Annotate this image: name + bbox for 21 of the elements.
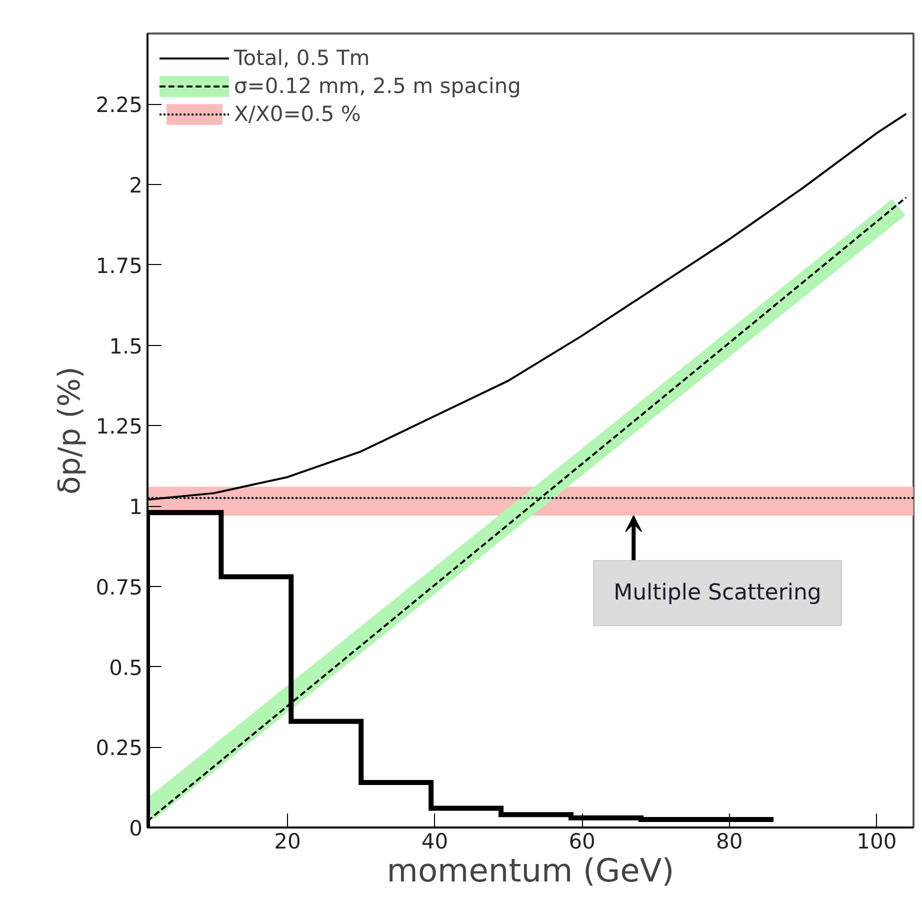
x-tick-label: 40 — [421, 830, 448, 854]
y-tick-label: 1.75 — [96, 254, 143, 278]
y-tick-label: 0.75 — [96, 575, 143, 600]
y-tick-label: 0 — [129, 816, 143, 840]
x-tick-label: 100 — [856, 830, 897, 854]
y-tick-label: 2.25 — [96, 93, 143, 118]
legend-label: σ=0.12 mm, 2.5 m spacing — [234, 74, 521, 98]
annotation: Multiple Scattering — [614, 580, 822, 606]
y-tick-label: 0.5 — [109, 656, 143, 680]
x-tick-label: 20 — [274, 830, 301, 854]
y-tick-label: 2 — [129, 174, 143, 198]
x-axis-title: momentum (GeV) — [386, 852, 674, 890]
y-tick-label: 1.5 — [109, 334, 143, 358]
x-tick-label: 80 — [716, 830, 743, 854]
y-tick-label: 0.25 — [96, 736, 143, 760]
x-tick-label: 60 — [568, 830, 596, 854]
legend-label: X/X0=0.5 % — [234, 102, 361, 126]
y-tick-label: 1.25 — [96, 414, 143, 439]
legend-label: Total, 0.5 Tm — [234, 46, 370, 70]
y-axis-title: δp/p (%) — [52, 366, 88, 494]
y-tick-label: 1 — [129, 495, 143, 520]
